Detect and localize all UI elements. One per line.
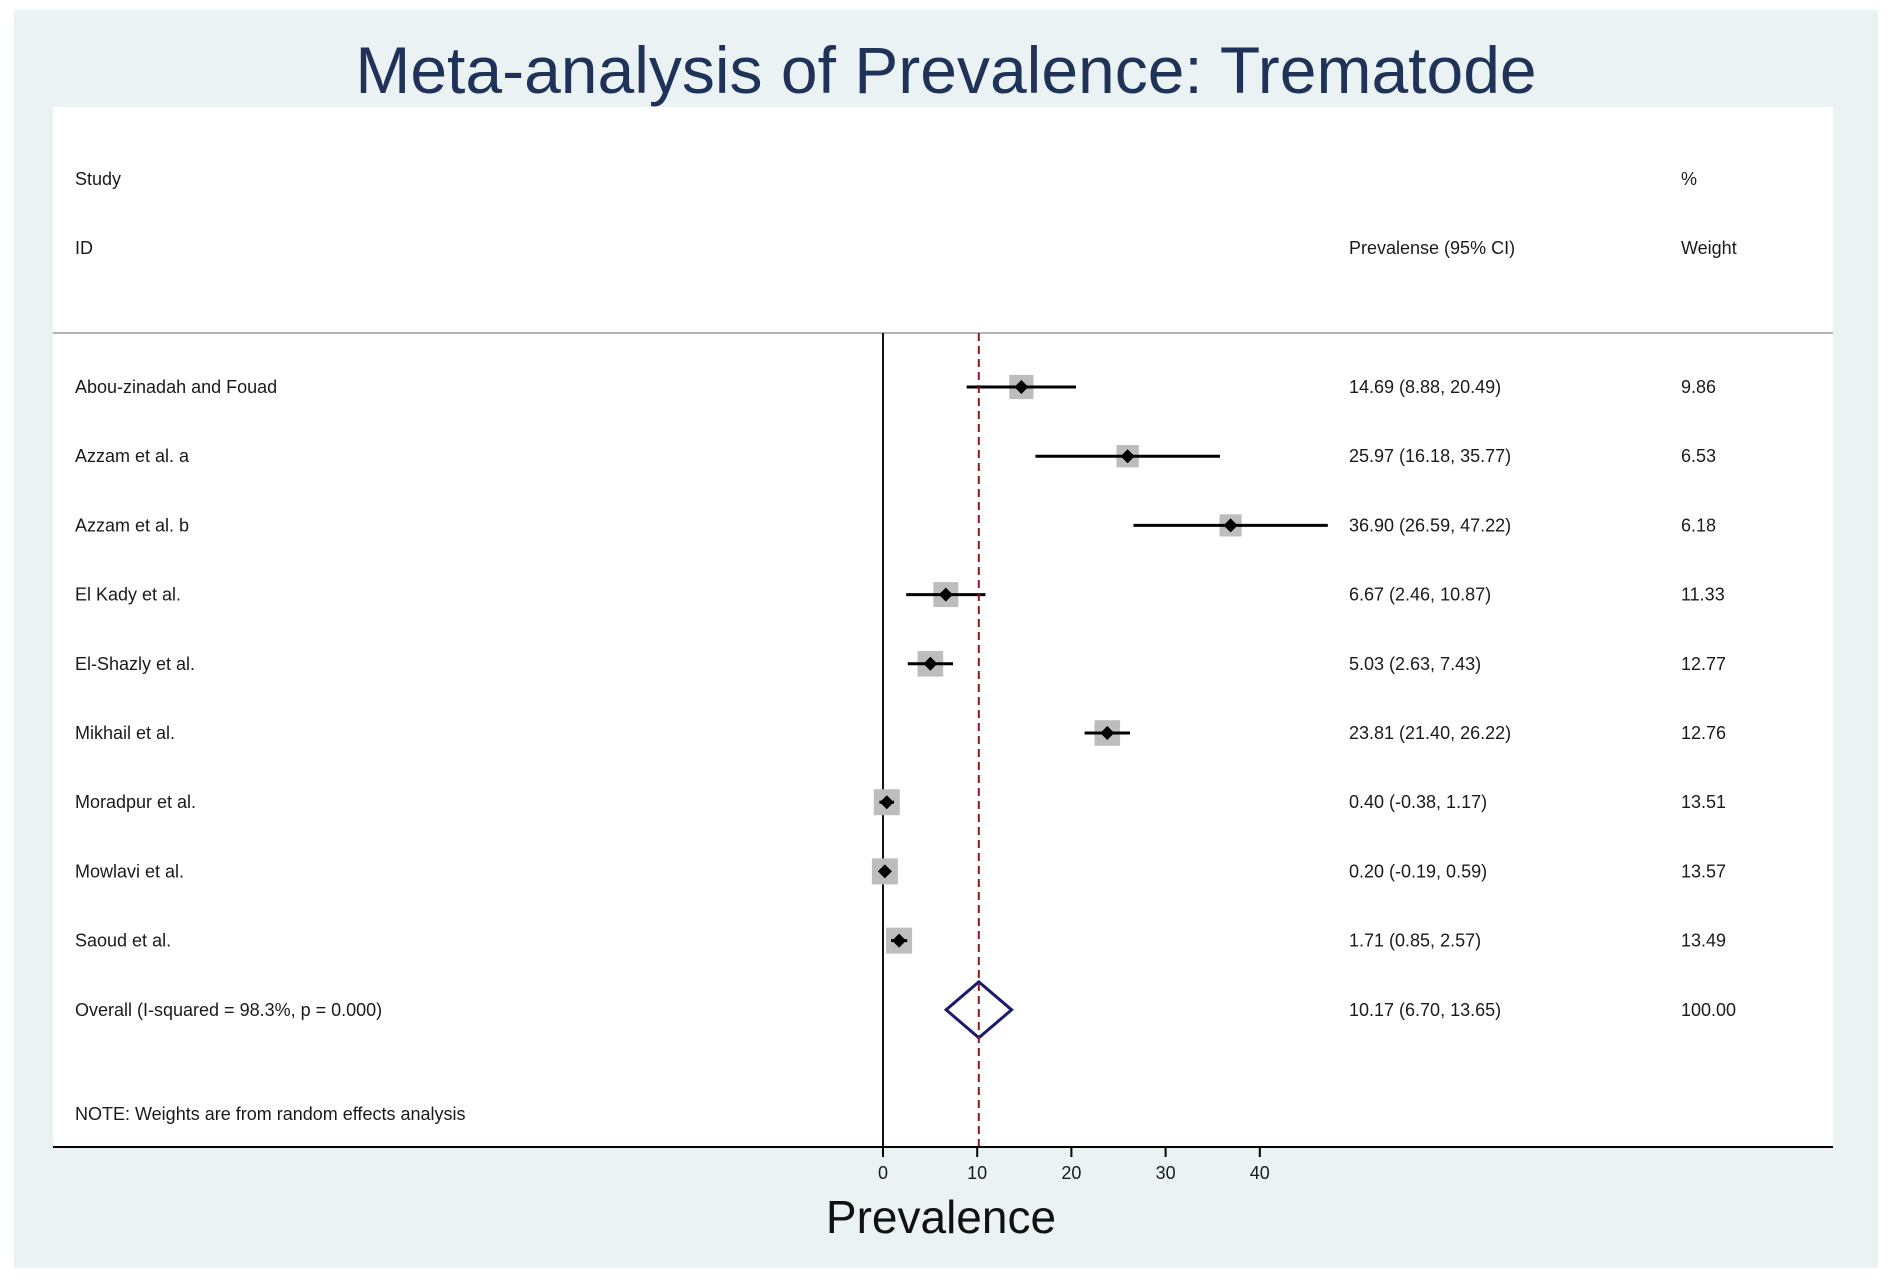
study-weight-text: 12.77 [1681,654,1726,674]
study-weight-text: 13.49 [1681,931,1726,951]
study-ci-text: 36.90 (26.59, 47.22) [1349,515,1511,535]
study-name: Saoud et al. [75,931,171,951]
study-row: Abou-zinadah and Fouad 14.69 (8.88, 20.49… [75,374,1716,400]
point-estimate [1100,726,1115,740]
overall-row: Overall (I-squared = 98.3%, p = 0.000) 10… [75,979,1736,1040]
study-name: Azzam et al. a [75,446,190,466]
plot-panel [53,107,1833,1147]
study-row: Saoud et al. 1.71 (0.85, 2.57) 13.49 [75,927,1726,954]
study-name: Abou-zinadah and Fouad [75,377,277,397]
header-effect: Prevalense (95% CI) [1349,238,1515,258]
study-ci-text: 14.69 (8.88, 20.49) [1349,377,1501,397]
study-name: Mowlavi et al. [75,861,184,881]
study-row: El-Shazly et al. 5.03 (2.63, 7.43) 12.77 [75,650,1726,677]
overall-ci-text: 10.17 (6.70, 13.65) [1349,1000,1501,1020]
point-estimate [877,864,892,879]
point-estimate [879,795,894,810]
study-weight-text: 6.53 [1681,446,1716,466]
point-estimate [923,656,938,671]
header-id: ID [75,238,93,258]
study-weight-text: 9.86 [1681,377,1716,397]
study-name: Moradpur et al. [75,792,196,812]
point-estimate [1120,449,1135,464]
overall-weight-text: 100.00 [1681,1000,1736,1020]
study-row: Mikhail et al. 23.81 (21.40, 26.22) 12.76 [75,720,1726,746]
study-row: Moradpur et al. 0.40 (-0.38, 1.17) 13.51 [75,789,1726,816]
point-estimate [938,587,953,602]
study-ci-text: 1.71 (0.85, 2.57) [1349,931,1481,951]
study-weight-text: 13.57 [1681,861,1726,881]
study-ci-text: 5.03 (2.63, 7.43) [1349,654,1481,674]
study-ci-text: 0.20 (-0.19, 0.59) [1349,861,1487,881]
study-name: Azzam et al. b [75,515,189,535]
study-row: Mowlavi et al. 0.20 (-0.19, 0.59) 13.57 [75,858,1726,885]
point-estimate [1223,518,1238,533]
overall-label: Overall (I-squared = 98.3%, p = 0.000) [75,1000,382,1020]
study-weight-text: 13.51 [1681,792,1726,812]
study-weight-text: 12.76 [1681,723,1726,743]
study-row: Azzam et al. a 25.97 (16.18, 35.77) 6.53 [75,445,1716,468]
x-tick-label: 10 [967,1163,987,1183]
study-weight-text: 11.33 [1681,585,1725,605]
header-study: Study [75,169,121,189]
x-tick-label: 30 [1156,1163,1176,1183]
study-name: El Kady et al. [75,585,181,605]
study-ci-text: 25.97 (16.18, 35.77) [1349,446,1511,466]
point-estimate [892,933,907,948]
chart-title: Meta-analysis of Prevalence: Trematode [355,33,1537,107]
study-ci-text: 0.40 (-0.38, 1.17) [1349,792,1487,812]
header-weight: Weight [1681,238,1737,258]
study-ci-text: 23.81 (21.40, 26.22) [1349,723,1511,743]
note-text: NOTE: Weights are from random effects an… [75,1104,465,1124]
study-ci-text: 6.67 (2.46, 10.87) [1349,585,1491,605]
overall-diamond [943,979,1014,1040]
x-tick-label: 20 [1061,1163,1081,1183]
study-row: Azzam et al. b 36.90 (26.59, 47.22) 6.18 [75,514,1716,537]
x-tick-label: 40 [1250,1163,1270,1183]
x-tick-label: 0 [878,1163,888,1183]
study-name: Mikhail et al. [75,723,175,743]
study-row: El Kady et al. 6.67 (2.46, 10.87) 11.33 [75,582,1725,608]
study-weight-text: 6.18 [1681,515,1716,535]
study-name: El-Shazly et al. [75,654,195,674]
x-axis-label: Prevalence [826,1191,1056,1243]
header-percent: % [1681,169,1697,189]
point-estimate [1014,380,1029,394]
